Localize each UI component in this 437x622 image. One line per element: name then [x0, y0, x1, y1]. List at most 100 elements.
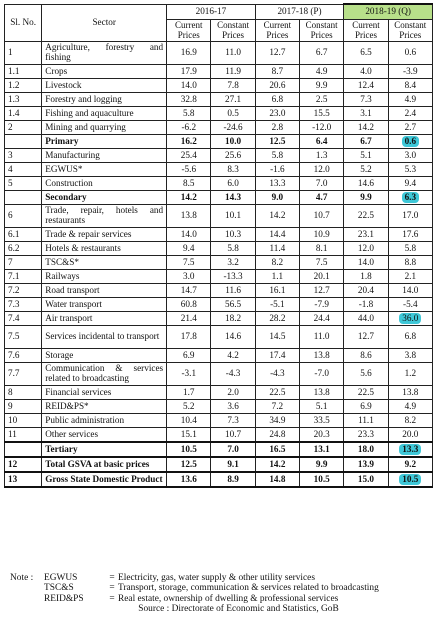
table-row: 6.2 Hotels & restaurants 9.4 5.8 11.4 8.1 12.0… [3, 241, 434, 256]
value-cell: 14.0 [343, 255, 389, 270]
sl-no-cell: 7.7 [3, 362, 43, 386]
table-row: 7.5 Services incidental to transport 17.8 1… [3, 325, 434, 349]
value-cell: 5.2 [166, 399, 212, 414]
value-cell: 10.5 [166, 441, 212, 458]
sector-cell: Air transport [41, 311, 168, 326]
value-cell: 4.0 [343, 64, 389, 79]
value-cell: 4.9 [387, 92, 434, 107]
year-header-2016-17: 2016-17 [166, 3, 256, 20]
note-row: Note : EGWUS = Electricity, gas, water s… [4, 573, 433, 583]
sector-cell: Manufacturing [41, 148, 168, 163]
sl-no-cell: 12 [3, 456, 43, 473]
sl-no-cell [3, 441, 43, 458]
value-cell: 7.5 [299, 255, 345, 270]
table-row: Primary 16.2 10.0 12.5 6.4 6.7 0.6 [3, 134, 434, 149]
sector-cell: TSC&S* [41, 255, 168, 270]
value-cell: 18.0 [343, 441, 389, 458]
value-cell: 22.5 [254, 385, 301, 400]
value-cell: 12.0 [343, 241, 389, 256]
value-cell: 7.0 [210, 441, 256, 458]
value-cell: 12.7 [299, 283, 345, 298]
value-cell: 10.1 [210, 204, 256, 228]
value-cell: 12.7 [254, 41, 301, 65]
value-cell: 1.8 [343, 269, 389, 284]
value-cell: 28.2 [254, 311, 301, 326]
sector-cell: Primary [41, 134, 168, 149]
value-cell: 14.2 [254, 456, 301, 473]
value-cell: 5.8 [387, 241, 434, 256]
value-cell: 5.8 [254, 148, 301, 163]
table-row: 7 TSC&S* 7.5 3.2 8.2 7.5 14.0 8.8 [3, 255, 434, 270]
value-cell: 12.5 [254, 134, 301, 149]
value-cell: 23.0 [254, 106, 301, 121]
table-row: 7.6 Storage 6.9 4.2 17.4 13.8 8.6 3.8 [3, 348, 434, 363]
table-row: 8 Financial services 1.7 2.0 22.5 13.8 22.5 13.… [3, 385, 434, 400]
sector-cell: Public administration [41, 413, 168, 428]
table-row: 1.4 Fishing and aquaculture 5.8 0.5 23.0 15.5… [3, 106, 434, 121]
constant-prices-header: Constant Prices [210, 19, 256, 42]
value-cell: 14.2 [254, 204, 301, 228]
value-cell: 25.4 [166, 148, 212, 163]
sector-cell: Railways [41, 269, 168, 284]
value-cell: 14.6 [343, 176, 389, 191]
highlighted-value: 10.5 [399, 474, 422, 485]
sector-cell: Tertiary [41, 441, 168, 458]
value-cell: 11.0 [210, 41, 256, 65]
value-cell: 20.6 [254, 78, 301, 93]
value-cell: 3.1 [343, 106, 389, 121]
value-cell: 24.4 [299, 311, 345, 326]
value-cell: 7.3 [210, 413, 256, 428]
table-row: Tertiary 10.5 7.0 16.5 13.1 18.0 13.3 [3, 441, 434, 458]
value-cell: 0.5 [210, 106, 256, 121]
notes-block: Note : EGWUS = Electricity, gas, water s… [4, 573, 433, 614]
constant-prices-header: Constant Prices [299, 19, 345, 42]
value-cell: 14.5 [254, 325, 301, 349]
value-cell: 15.0 [343, 471, 389, 488]
value-cell: 15.5 [299, 106, 345, 121]
value-cell: 4.7 [299, 190, 345, 205]
table-row: 7.1 Railways 3.0 -13.3 1.1 20.1 1.8 2.1 [3, 269, 434, 284]
sector-cell: Financial services [41, 385, 168, 400]
value-cell: 10.4 [166, 413, 212, 428]
highlighted-value: 0.6 [401, 136, 420, 147]
highlighted-value: 36.0 [399, 313, 422, 324]
value-cell: -5.4 [387, 297, 434, 312]
value-cell: 13.6 [166, 471, 212, 488]
value-cell: 16.1 [254, 283, 301, 298]
value-cell: 21.4 [166, 311, 212, 326]
value-cell: 1.2 [387, 362, 434, 386]
sl-no-cell: 9 [3, 399, 43, 414]
value-cell: -5.1 [254, 297, 301, 312]
sl-no-cell: 13 [3, 471, 43, 488]
note-lead: Note : [10, 573, 34, 583]
year-header-2017-18: 2017-18 (P) [254, 3, 345, 20]
value-cell: 1.7 [166, 385, 212, 400]
sector-cell: Agriculture, forestry and fishing [41, 41, 168, 65]
table-row: 2 Mining and quarrying -6.2 -24.6 2.8 -12.0 14… [3, 120, 434, 135]
value-cell: 8.9 [210, 471, 256, 488]
sector-header: Sector [41, 3, 168, 42]
value-cell: 6.5 [343, 41, 389, 65]
value-cell: 16.5 [254, 441, 301, 458]
table-row: 6 Trade, repair, hotels and restaurants 13… [3, 204, 434, 228]
value-cell: 6.9 [166, 348, 212, 363]
year-header-2018-19: 2018-19 (Q) [343, 3, 433, 20]
value-cell: 13.3 [254, 176, 301, 191]
value-cell: 0.6 [387, 41, 434, 65]
value-cell: -6.2 [166, 120, 212, 135]
value-cell: 8.8 [387, 255, 434, 270]
value-cell: 9.0 [254, 190, 301, 205]
sl-no-cell: 7 [3, 255, 43, 270]
highlighted-value: 13.3 [399, 444, 422, 455]
value-cell: 8.2 [387, 413, 434, 428]
value-cell: 11.6 [210, 283, 256, 298]
value-cell: 2.4 [387, 106, 434, 121]
value-cell: -1.6 [254, 162, 301, 177]
value-cell: 6.3 [387, 190, 434, 205]
table-row: 5 Construction 8.5 6.0 13.3 7.0 14.6 9.4 [3, 176, 434, 191]
value-cell: 22.5 [343, 204, 389, 228]
value-cell: -7.9 [299, 297, 345, 312]
value-cell: 14.4 [254, 227, 301, 242]
sl-no-cell: 1 [3, 41, 43, 65]
